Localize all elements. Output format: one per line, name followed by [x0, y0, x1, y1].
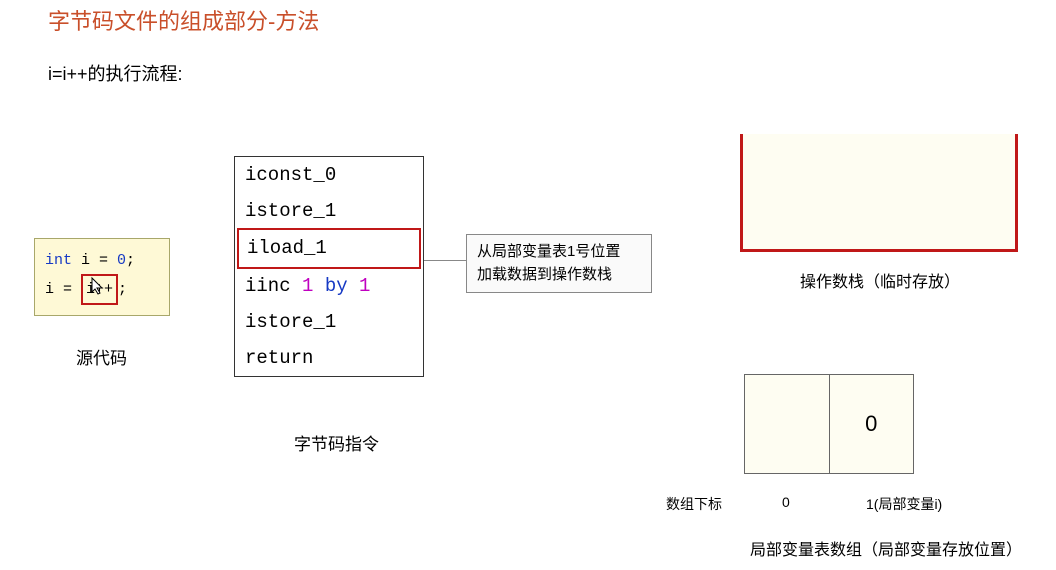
lvt-index-0: 0: [782, 494, 790, 510]
bytecode-line-0: iconst_0: [235, 157, 423, 193]
src-l1-var: i =: [72, 252, 117, 269]
source-line-2: i = i++;: [45, 274, 159, 305]
annotation-line-1: 从局部变量表1号位置: [477, 241, 641, 264]
annotation-connector: [424, 260, 466, 261]
annotation-box: 从局部变量表1号位置 加载数据到操作数栈: [466, 234, 652, 293]
highlight-ipp: i++: [81, 274, 118, 305]
lvt-index-label: 数组下标: [666, 494, 722, 514]
local-var-table: 0: [744, 374, 914, 474]
bytecode-line-3: iinc 1 by 1: [235, 268, 423, 304]
src-l2-pre: i =: [45, 281, 81, 298]
bytecode-line-2: iload_1: [237, 228, 421, 268]
operand-stack-label: 操作数栈（临时存放）: [800, 268, 960, 292]
source-code-box: int i = 0; i = i++;: [34, 238, 170, 316]
lvt-index-1: 1(局部变量i): [866, 494, 942, 514]
bytecode-line-4: istore_1: [235, 304, 423, 340]
source-line-1: int i = 0;: [45, 247, 159, 274]
src-l1-num: 0: [117, 252, 126, 269]
subtitle: i=i++的执行流程:: [48, 60, 183, 86]
source-code-label: 源代码: [76, 344, 127, 369]
operand-stack-box: [740, 134, 1018, 252]
lvt-cell-1: 0: [830, 375, 914, 473]
bytecode-label: 字节码指令: [294, 430, 379, 455]
bytecode-box: iconst_0istore_1iload_1iinc 1 by 1istore…: [234, 156, 424, 377]
lvt-cell-0: [745, 375, 830, 473]
bytecode-line-1: istore_1: [235, 193, 423, 229]
bc-op: iinc: [245, 275, 302, 297]
bc-arg2: 1: [359, 275, 370, 297]
local-var-table-label: 局部变量表数组（局部变量存放位置）: [750, 536, 1022, 560]
keyword-int: int: [45, 252, 72, 269]
src-l2-end: ;: [118, 281, 127, 298]
bc-kw: by: [313, 275, 359, 297]
page-title: 字节码文件的组成部分-方法: [48, 4, 319, 36]
bc-arg1: 1: [302, 275, 313, 297]
src-l1-end: ;: [126, 252, 135, 269]
annotation-line-2: 加载数据到操作数栈: [477, 264, 641, 287]
bytecode-line-5: return: [235, 340, 423, 376]
